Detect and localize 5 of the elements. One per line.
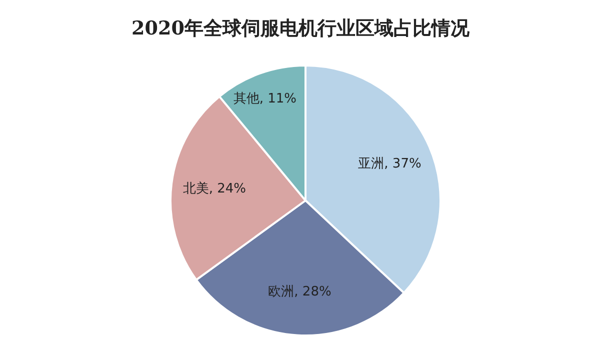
slice-label: 欧洲, 28% [268, 284, 332, 300]
chart-title: 2020年全球伺服电机行业区域占比情况 [132, 18, 470, 40]
slice-label: 北美, 24% [182, 180, 246, 196]
slice-label: 亚洲, 37% [358, 156, 422, 172]
slice-label: 其他, 11% [233, 91, 297, 106]
